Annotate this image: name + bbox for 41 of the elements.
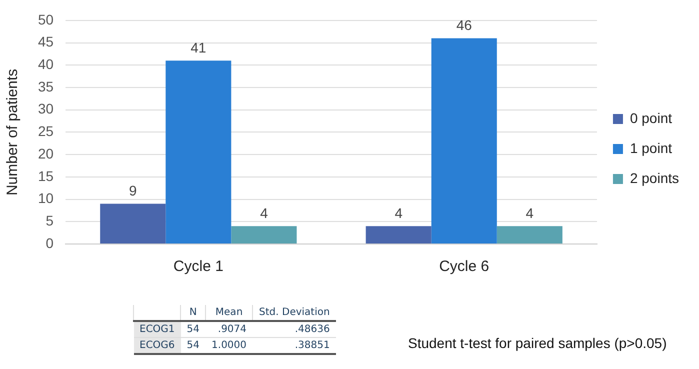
y-tick-label: 0 bbox=[46, 234, 54, 251]
y-tick-label: 20 bbox=[38, 145, 54, 162]
y-tick-label: 25 bbox=[38, 123, 54, 140]
y-tick-label: 45 bbox=[38, 34, 54, 50]
y-tick-label: 10 bbox=[38, 190, 54, 206]
x-tick-label: Cycle 6 bbox=[439, 258, 490, 276]
category-label: Std. Deviation bbox=[252, 305, 336, 321]
text: .38851 bbox=[294, 340, 330, 351]
y-tick-label: 30 bbox=[38, 100, 54, 117]
data-label: 4 bbox=[526, 204, 534, 221]
text: Student t-test for paired samples (p>0.05) bbox=[408, 335, 667, 351]
x-tick-label: Cycle 1 bbox=[173, 258, 224, 276]
y-tick-label: 40 bbox=[38, 56, 54, 72]
y-tick-label: 35 bbox=[38, 78, 54, 94]
y-axis-title: Number of patients bbox=[4, 68, 22, 196]
legend-label: 2 points bbox=[630, 170, 680, 186]
category-label: Mean bbox=[206, 305, 253, 321]
data-label: 4 bbox=[394, 204, 403, 221]
bar bbox=[231, 226, 297, 244]
y-tick-label: 15 bbox=[38, 168, 54, 184]
bar bbox=[366, 226, 432, 244]
bar bbox=[431, 38, 497, 244]
category-label: ECOG1 bbox=[140, 324, 175, 335]
bar bbox=[100, 204, 166, 244]
legend-label: 0 point bbox=[630, 110, 672, 126]
y-tick-label: 5 bbox=[46, 212, 54, 228]
data-label: 4 bbox=[260, 204, 268, 221]
text: 54 bbox=[186, 324, 200, 335]
text: .48636 bbox=[294, 324, 330, 335]
y-tick-label: 50 bbox=[38, 11, 54, 28]
legend-label: 1 point bbox=[630, 140, 672, 156]
data-label: 9 bbox=[128, 182, 137, 199]
bar bbox=[496, 226, 562, 244]
data-label: 41 bbox=[190, 40, 206, 56]
bar bbox=[166, 60, 232, 244]
text: 54 bbox=[186, 340, 200, 351]
text: .9074 bbox=[218, 324, 247, 335]
data-label: 46 bbox=[456, 17, 472, 34]
text: 1.0000 bbox=[212, 340, 247, 351]
category-label: ECOG6 bbox=[140, 340, 175, 351]
category-label: N bbox=[180, 305, 206, 321]
